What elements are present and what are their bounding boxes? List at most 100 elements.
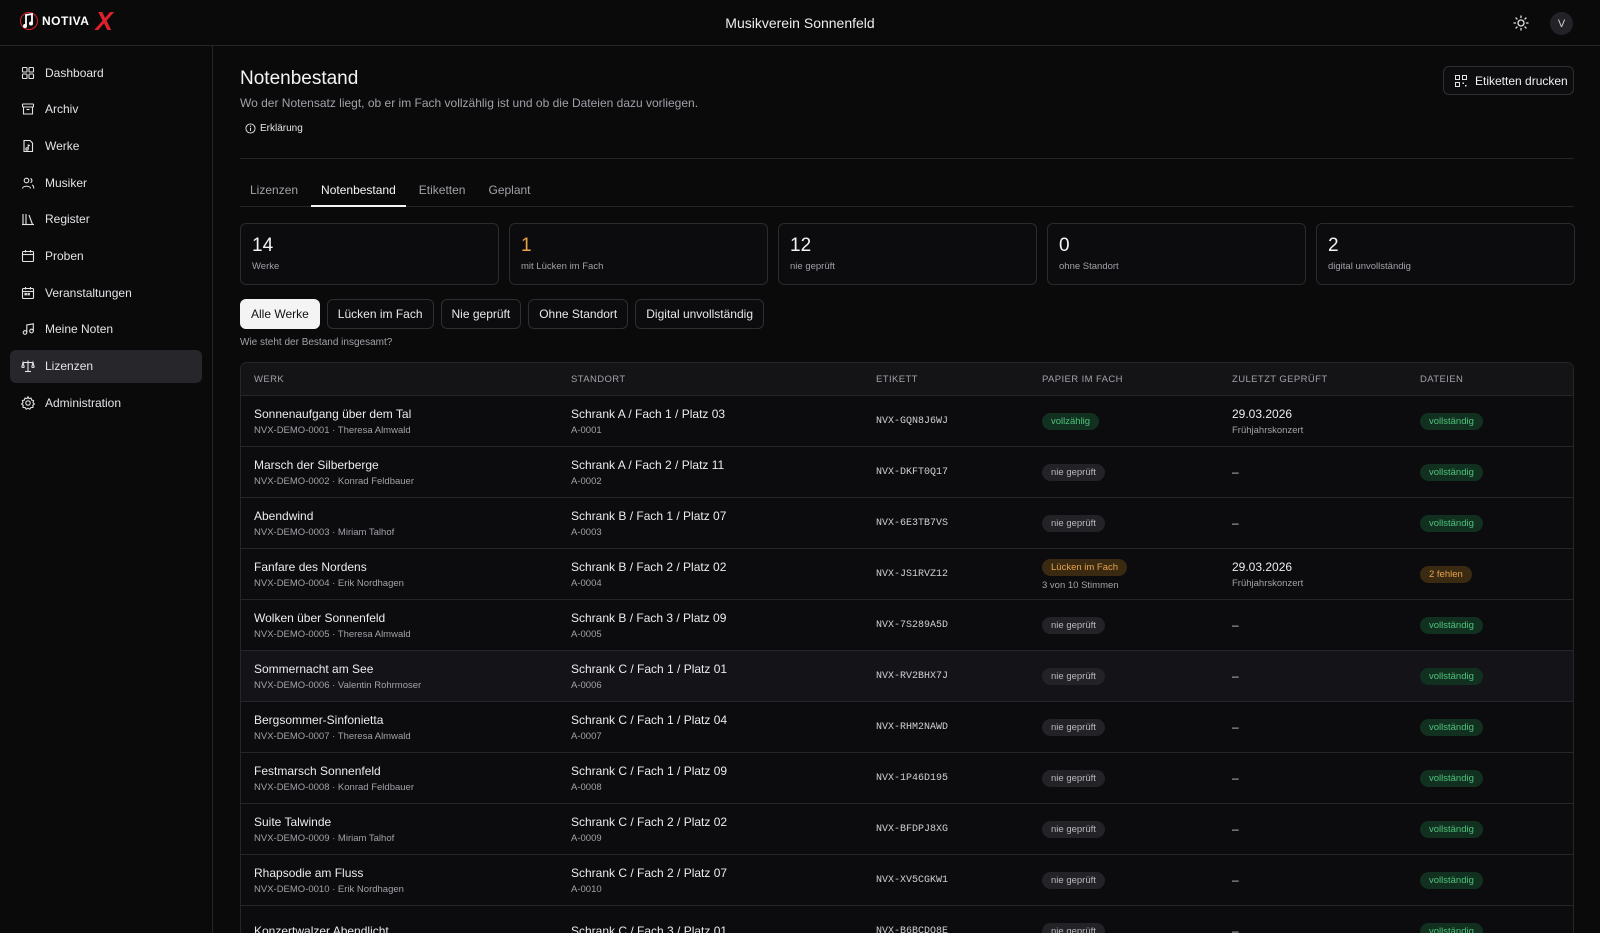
stat-label: digital unvollständig: [1328, 261, 1411, 272]
sidebar-item-administration[interactable]: Administration: [10, 386, 202, 419]
checked-date: –: [1232, 720, 1239, 734]
tab-etiketten[interactable]: Etiketten: [418, 183, 466, 197]
table-row[interactable]: Suite Talwinde NVX-DEMO-0009 · Miriam Tal…: [241, 804, 1573, 855]
work-title[interactable]: Wolken über Sonnenfeld: [254, 610, 386, 625]
work-title[interactable]: Konzertwalzer Abendlicht: [254, 924, 389, 933]
filter-ohne-standort[interactable]: Ohne Standort: [528, 299, 629, 329]
label-code: NVX-6E3TB7VS: [876, 517, 949, 529]
explain-link[interactable]: Erklärung: [245, 123, 303, 134]
location-cell: Schrank B / Fach 3 / Platz 09 A-0005: [571, 611, 876, 640]
label-code: NVX-1P46D195: [876, 772, 949, 784]
work-cell: Abendwind NVX-DEMO-0003 · Miriam Talhof: [241, 509, 571, 538]
work-title[interactable]: Bergsommer-Sinfonietta: [254, 712, 384, 727]
user-avatar[interactable]: V: [1550, 12, 1573, 35]
location-cell: Schrank C / Fach 1 / Platz 01 A-0006: [571, 662, 876, 691]
files-cell: vollständig: [1420, 769, 1570, 787]
files-status-badge: vollständig: [1420, 770, 1483, 787]
sidebar-item-label: Musiker: [45, 175, 88, 190]
label-cell: NVX-JS1RVZ12: [876, 569, 1042, 580]
column-header[interactable]: PAPIER IM FACH: [1042, 373, 1123, 385]
column-header[interactable]: STANDORT: [571, 373, 626, 385]
work-title[interactable]: Fanfare des Nordens: [254, 559, 367, 574]
label-cell: NVX-6E3TB7VS: [876, 518, 1042, 529]
checked-date: –: [1232, 516, 1239, 530]
stat-card: 2 digital unvollständig: [1316, 223, 1575, 285]
filter-nie-geprüft[interactable]: Nie geprüft: [440, 299, 522, 329]
label-cell: NVX-RHM2NAWD: [876, 722, 1042, 733]
work-title[interactable]: Marsch der Silberberge: [254, 457, 379, 472]
column-header[interactable]: WERK: [254, 373, 285, 385]
table-row[interactable]: Sonnenaufgang über dem Tal NVX-DEMO-0001 …: [241, 396, 1573, 447]
table-row[interactable]: Wolken über Sonnenfeld NVX-DEMO-0005 · Th…: [241, 600, 1573, 651]
app-logo[interactable]: NOTIVA X: [20, 8, 113, 34]
table-row[interactable]: Konzertwalzer Abendlicht Schrank C / Fach…: [241, 906, 1573, 933]
work-cell: Bergsommer-Sinfonietta NVX-DEMO-0007 · Th…: [241, 713, 571, 742]
work-cell: Sonnenaufgang über dem Tal NVX-DEMO-0001 …: [241, 407, 571, 436]
table-row[interactable]: Bergsommer-Sinfonietta NVX-DEMO-0007 · Th…: [241, 702, 1573, 753]
sidebar-item-label: Lizenzen: [45, 359, 94, 373]
label-code: NVX-GQN8J6WJ: [876, 415, 949, 427]
work-meta: NVX-DEMO-0003 · Miriam Talhof: [254, 526, 395, 538]
checked-date: –: [1232, 618, 1239, 632]
tab-geplant[interactable]: Geplant: [488, 183, 531, 197]
label-code: NVX-B6BCDQ8E: [876, 925, 949, 933]
sidebar-item-archiv[interactable]: Archiv: [10, 93, 202, 126]
work-meta: NVX-DEMO-0009 · Miriam Talhof: [254, 832, 395, 844]
sidebar-item-register[interactable]: Register: [10, 203, 202, 236]
paper-cell: nie geprüft: [1042, 667, 1232, 685]
tab-notenbestand[interactable]: Notenbestand: [311, 183, 406, 207]
work-title[interactable]: Sonnenaufgang über dem Tal: [254, 406, 412, 421]
column-header[interactable]: ETIKETT: [876, 373, 918, 385]
work-meta: NVX-DEMO-0006 · Valentin Rohrmoser: [254, 679, 422, 691]
work-title[interactable]: Suite Talwinde: [254, 814, 332, 829]
archive-icon: [21, 103, 35, 115]
table-row[interactable]: Abendwind NVX-DEMO-0003 · Miriam Talhof Sc…: [241, 498, 1573, 549]
work-title[interactable]: Rhapsodie am Fluss: [254, 865, 364, 880]
print-labels-button[interactable]: Etiketten drucken: [1443, 66, 1574, 95]
filter-lücken-im-fach[interactable]: Lücken im Fach: [326, 299, 434, 329]
location-cell: Schrank C / Fach 1 / Platz 09 A-0008: [571, 764, 876, 793]
sidebar-item-veranstaltungen[interactable]: Veranstaltungen: [10, 276, 202, 309]
table-row[interactable]: Rhapsodie am Fluss NVX-DEMO-0010 · Erik N…: [241, 855, 1573, 906]
table-row[interactable]: Festmarsch Sonnenfeld NVX-DEMO-0008 · Kon…: [241, 753, 1573, 804]
print-labels-label: Etiketten drucken: [1475, 73, 1568, 88]
gear-icon: [21, 395, 35, 410]
filter-alle-werke[interactable]: Alle Werke: [240, 299, 320, 329]
files-status-badge: vollständig: [1420, 872, 1483, 889]
table-row[interactable]: Sommernacht am See NVX-DEMO-0006 · Valent…: [241, 651, 1573, 702]
checked-date: –: [1232, 465, 1239, 479]
sidebar-item-proben[interactable]: Proben: [10, 239, 202, 272]
sidebar-item-musiker[interactable]: Musiker: [10, 166, 202, 199]
stat-card: 1 mit Lücken im Fach: [509, 223, 768, 285]
checked-cell: –: [1232, 822, 1420, 836]
sidebar-item-dashboard[interactable]: Dashboard: [10, 56, 202, 89]
sidebar-item-meine-noten[interactable]: Meine Noten: [10, 313, 202, 346]
tab-lizenzen[interactable]: Lizenzen: [250, 183, 299, 197]
work-title[interactable]: Abendwind: [254, 508, 314, 523]
stat-value: 0: [1059, 235, 1070, 256]
checked-date: –: [1232, 669, 1239, 683]
work-meta: NVX-DEMO-0007 · Theresa Almwald: [254, 730, 411, 742]
location-code: A-0008: [571, 781, 602, 793]
table-row[interactable]: Fanfare des Nordens NVX-DEMO-0004 · Erik …: [241, 549, 1573, 600]
location-code: A-0002: [571, 475, 602, 487]
column-header[interactable]: ZULETZT GEPRÜFT: [1232, 373, 1328, 385]
files-status-badge: vollständig: [1420, 413, 1483, 430]
work-title[interactable]: Festmarsch Sonnenfeld: [254, 763, 381, 778]
filter-digital-unvollständig[interactable]: Digital unvollständig: [635, 299, 764, 329]
paper-status-badge: nie geprüft: [1042, 668, 1105, 685]
work-title[interactable]: Sommernacht am See: [254, 661, 374, 676]
column-header[interactable]: DATEIEN: [1420, 373, 1464, 385]
sidebar-item-werke[interactable]: Werke: [10, 129, 202, 162]
files-cell: vollständig: [1420, 412, 1570, 430]
table-row[interactable]: Marsch der Silberberge NVX-DEMO-0002 · Ko…: [241, 447, 1573, 498]
checked-date: –: [1232, 924, 1239, 933]
inventory-table: WERK STANDORT ETIKETT PAPIER IM FACH ZULETZT…: [240, 362, 1574, 933]
filter-bar: Alle Werke Lücken im Fach Nie geprüft Ohne …: [240, 299, 764, 329]
stat-label: nie geprüft: [790, 261, 835, 272]
sidebar-item-label: Register: [45, 212, 90, 227]
theme-toggle-button[interactable]: [1510, 12, 1532, 34]
sidebar-item-lizenzen[interactable]: Lizenzen: [10, 349, 202, 383]
work-cell: Suite Talwinde NVX-DEMO-0009 · Miriam Tal…: [241, 815, 571, 844]
logo-note-icon: [20, 11, 38, 31]
